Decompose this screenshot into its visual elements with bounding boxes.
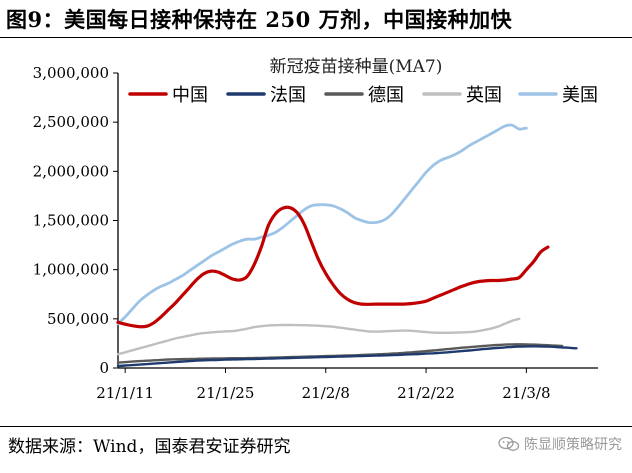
legend: 中国 法国 德国 英国 美国	[128, 85, 598, 106]
wechat-icon	[498, 436, 520, 451]
y-tick-label: 3,000,000	[33, 64, 109, 82]
y-tick-label: 2,000,000	[33, 162, 109, 180]
y-tick-label: 1,000,000	[33, 261, 109, 279]
legend-label: 美国	[562, 85, 598, 106]
x-axis: 21/1/11 21/1/25 21/2/8 21/2/22 21/3/8	[96, 367, 598, 402]
x-tick-label: 21/1/11	[96, 384, 154, 402]
chart-title: 新冠疫苗接种量(MA7)	[270, 57, 443, 77]
watermark: 陈显顺策略研究	[498, 434, 622, 454]
watermark-text: 陈显顺策略研究	[524, 437, 622, 453]
footer-divider	[0, 426, 632, 427]
series-line-法国	[116, 345, 578, 368]
legend-label: 中国	[172, 85, 208, 106]
legend-label: 英国	[466, 85, 502, 106]
x-tick-label: 21/1/25	[197, 384, 255, 402]
y-tick-label: 2,500,000	[33, 113, 109, 131]
source-note: 数据来源：Wind，国泰君安证券研究	[8, 437, 291, 457]
figure-title: 图9：美国每日接种保持在 250 万剂，中国接种加快	[6, 7, 513, 32]
legend-label: 德国	[368, 85, 404, 106]
series-line-中国	[116, 205, 550, 329]
legend-label: 法国	[270, 85, 306, 106]
y-tick-label: 1,500,000	[33, 212, 109, 230]
vaccination-line-chart: 新冠疫苗接种量(MA7) 中国 法国 德国 英国 美国 0 500,000 1,000,00…	[33, 57, 598, 402]
y-axis: 0 500,000 1,000,000 1,500,000 2,000,000 2,500…	[33, 64, 119, 377]
y-tick-label: 500,000	[47, 310, 109, 328]
x-tick-label: 21/2/22	[397, 384, 455, 402]
series-line-美国	[116, 123, 528, 326]
title-divider	[0, 37, 632, 38]
y-tick-label: 0	[99, 359, 109, 377]
series-line-英国	[116, 317, 521, 356]
series-group	[116, 123, 578, 368]
x-tick-label: 21/2/8	[302, 384, 350, 402]
x-tick-label: 21/3/8	[502, 384, 550, 402]
